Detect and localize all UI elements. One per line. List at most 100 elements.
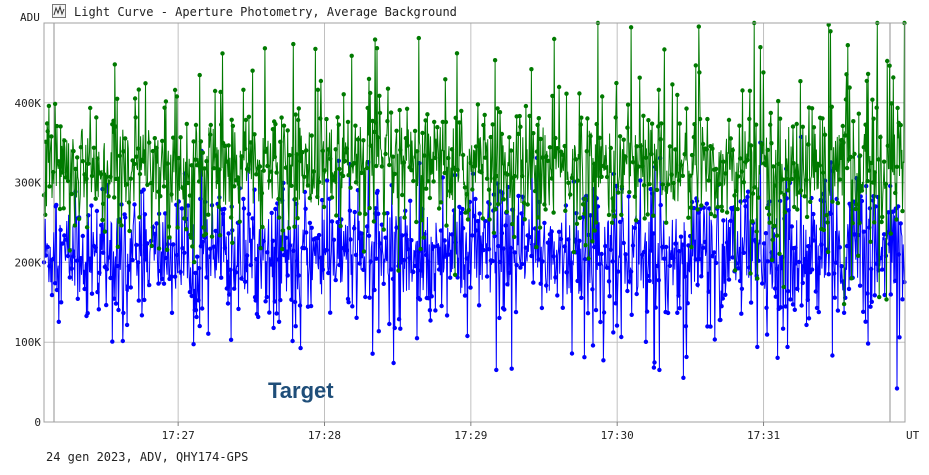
data-point <box>248 140 253 145</box>
data-point <box>392 171 397 177</box>
data-point <box>740 88 745 93</box>
data-point <box>630 243 636 248</box>
data-point <box>104 174 110 179</box>
data-point <box>239 276 244 281</box>
chart-title: Light Curve - Aperture Photometry, Avera… <box>74 5 457 19</box>
data-point <box>712 337 717 342</box>
data-point <box>403 136 409 141</box>
data-point <box>793 169 798 175</box>
data-point <box>253 298 258 303</box>
data-point <box>531 280 536 285</box>
data-point <box>825 249 831 255</box>
data-point <box>200 150 205 155</box>
data-point <box>291 41 296 47</box>
data-point <box>534 149 540 154</box>
data-point <box>682 274 687 279</box>
data-point <box>799 303 804 308</box>
data-point <box>136 146 141 151</box>
data-point <box>689 152 695 158</box>
data-point <box>128 285 133 290</box>
data-point <box>443 77 448 82</box>
data-point <box>91 145 97 150</box>
data-point <box>582 211 587 216</box>
data-point <box>208 132 213 137</box>
data-point <box>432 119 437 125</box>
data-point <box>495 106 500 111</box>
data-point <box>106 255 111 260</box>
data-point <box>789 176 794 182</box>
light-curve-chart[interactable]: 0 100K 200K 300K 400K ADU 17:27 17:28 17:29 17:30… <box>0 0 929 450</box>
data-point <box>833 260 839 265</box>
data-point <box>841 310 847 315</box>
data-point <box>76 216 82 222</box>
data-point <box>398 147 403 153</box>
data-point <box>164 247 170 252</box>
data-point <box>688 205 693 210</box>
data-point <box>193 122 199 128</box>
data-point <box>537 225 543 230</box>
data-point <box>768 110 773 116</box>
data-point <box>324 178 330 183</box>
data-point <box>509 366 514 371</box>
axes <box>43 22 906 426</box>
data-point <box>808 199 813 204</box>
data-point <box>296 117 301 123</box>
data-point <box>493 207 498 212</box>
data-point <box>586 256 591 261</box>
data-point <box>287 153 292 158</box>
data-point <box>522 217 527 222</box>
data-point <box>417 297 423 302</box>
data-point <box>646 118 651 123</box>
data-point <box>707 206 712 211</box>
data-point <box>345 296 351 302</box>
data-point <box>865 71 871 77</box>
data-point <box>754 229 759 234</box>
data-point <box>427 195 433 201</box>
data-point <box>715 204 721 210</box>
data-point <box>363 294 368 300</box>
data-point <box>556 84 562 90</box>
chart-icon[interactable] <box>52 4 66 18</box>
data-point <box>201 225 206 230</box>
data-point <box>785 289 791 294</box>
data-point <box>664 244 669 250</box>
data-point <box>75 155 80 160</box>
data-point <box>869 160 874 166</box>
data-point <box>184 121 189 127</box>
series-line <box>43 136 906 389</box>
data-point <box>468 160 473 166</box>
data-point <box>611 208 616 213</box>
data-point <box>719 304 724 309</box>
data-point <box>555 293 560 298</box>
data-point <box>535 122 540 128</box>
data-point <box>549 176 554 181</box>
data-point <box>459 210 464 216</box>
data-point <box>438 228 444 233</box>
data-point <box>637 75 642 80</box>
data-point <box>728 218 733 223</box>
data-point <box>649 121 655 126</box>
data-point <box>507 135 512 140</box>
data-point <box>884 297 889 302</box>
data-point <box>84 225 90 230</box>
data-point <box>583 243 588 248</box>
data-point <box>273 206 278 212</box>
data-point <box>379 222 385 227</box>
data-point <box>385 119 390 124</box>
data-point <box>752 238 757 243</box>
data-point <box>224 286 229 291</box>
data-point <box>278 297 283 303</box>
data-point <box>381 227 386 232</box>
data-point <box>416 35 421 41</box>
data-point <box>219 122 224 127</box>
data-point <box>800 124 805 129</box>
data-point <box>213 228 218 234</box>
data-point <box>857 283 863 288</box>
data-point <box>204 275 209 280</box>
data-point <box>376 135 381 140</box>
data-point <box>745 189 751 194</box>
data-point <box>438 200 444 205</box>
data-point <box>163 99 169 104</box>
data-point <box>433 308 438 313</box>
data-point <box>809 267 815 272</box>
